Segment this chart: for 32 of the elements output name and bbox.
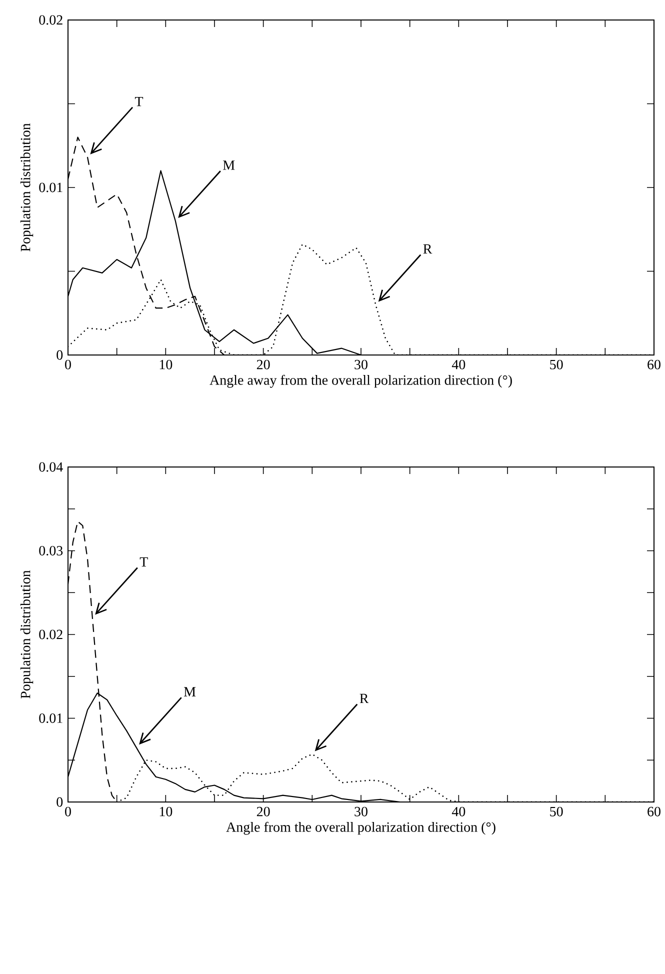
y-tick-label: 0.04 [39, 462, 63, 472]
x-tick-label: 20 [256, 806, 270, 816]
annotation: M [223, 160, 235, 170]
x-tick-label: 40 [452, 360, 466, 370]
x-axis-title: Angle away from the overall polarization direction (°) [210, 374, 512, 388]
x-tick-label: 40 [452, 806, 466, 816]
x-tick-label: 10 [160, 806, 172, 816]
y-tick-label: 0.01 [39, 182, 62, 192]
x-tick-label: 0 [65, 360, 71, 370]
y-tick-label: 0.01 [39, 713, 62, 724]
annotation: R [423, 244, 432, 254]
y-axis-title: Population distribution [20, 570, 34, 698]
y-tick-label: 0 [56, 797, 63, 807]
y-tick-label: 0.03 [39, 546, 63, 556]
x-tick-label: 50 [550, 360, 563, 370]
y-tick-label: 0.02 [39, 630, 62, 640]
annotation: M [184, 687, 196, 696]
x-tick-label: 20 [256, 360, 270, 370]
y-axis-title: Population distribution [20, 123, 34, 252]
annotation: T [134, 96, 144, 106]
x-axis-title: Angle from the overall polarization direction (°) [226, 822, 496, 835]
annotation: T [140, 557, 148, 567]
x-tick-label: 50 [550, 806, 563, 816]
x-tick-label: 30 [354, 360, 368, 370]
y-tick-label: 0.02 [39, 15, 62, 25]
x-tick-label: 10 [160, 360, 172, 370]
x-tick-label: 60 [648, 360, 660, 370]
x-tick-label: 60 [648, 806, 660, 816]
y-tick-label: 0 [56, 350, 63, 360]
x-tick-label: 30 [354, 806, 368, 816]
x-tick-label: 0 [65, 806, 71, 816]
annotation: R [360, 694, 369, 704]
